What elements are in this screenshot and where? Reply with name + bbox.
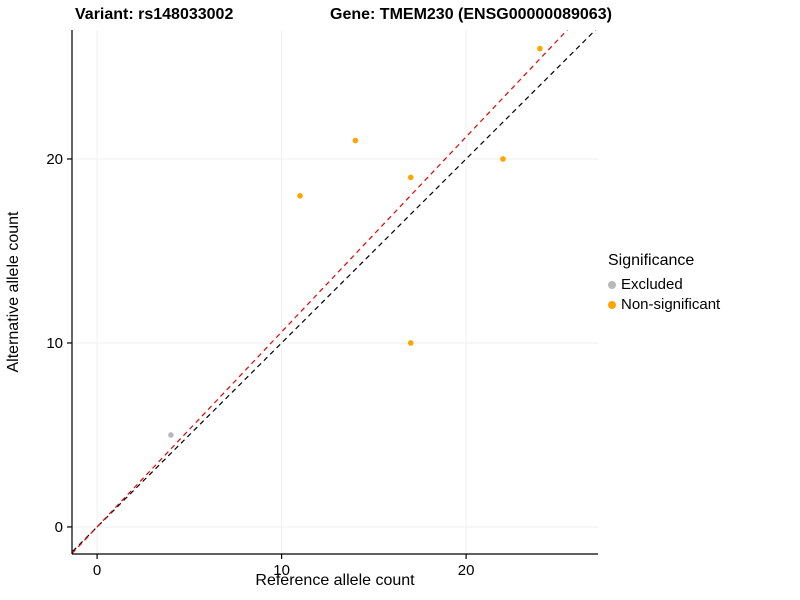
plot-title-variant: Variant: rs148033002 bbox=[75, 6, 234, 23]
point-non-significant bbox=[352, 137, 359, 144]
plot-title-gene: Gene: TMEM230 (ENSG00000089063) bbox=[330, 6, 612, 23]
y-tick-label: 10 bbox=[46, 335, 63, 352]
legend-item-non-significant: Non-significant bbox=[608, 296, 720, 313]
identity-line bbox=[72, 30, 597, 553]
point-non-significant bbox=[500, 156, 506, 162]
legend-item-excluded: Excluded bbox=[608, 276, 720, 293]
legend-item-label: Non-significant bbox=[621, 296, 721, 313]
plot-panel bbox=[72, 30, 598, 554]
legend: Significance Excluded Non-significant bbox=[608, 252, 720, 316]
x-tick-label: 0 bbox=[93, 562, 101, 579]
legend-item-label: Excluded bbox=[621, 276, 683, 293]
y-tick-label: 0 bbox=[55, 519, 63, 536]
point-non-significant bbox=[407, 340, 414, 346]
x-tick-label: 20 bbox=[458, 562, 475, 579]
non-significant-dot-icon bbox=[608, 300, 616, 309]
point-excluded bbox=[168, 432, 174, 438]
legend-title: Significance bbox=[608, 252, 695, 269]
point-non-significant bbox=[537, 45, 543, 52]
fit-line bbox=[72, 30, 569, 554]
y-axis-label: Alternative allele count bbox=[5, 211, 22, 373]
y-tick-label: 20 bbox=[46, 151, 63, 168]
x-tick-label: 10 bbox=[273, 562, 290, 579]
x-axis-label: Reference allele count bbox=[255, 572, 415, 589]
point-non-significant bbox=[407, 174, 414, 181]
excluded-dot-icon bbox=[608, 280, 616, 289]
point-non-significant bbox=[297, 192, 303, 199]
